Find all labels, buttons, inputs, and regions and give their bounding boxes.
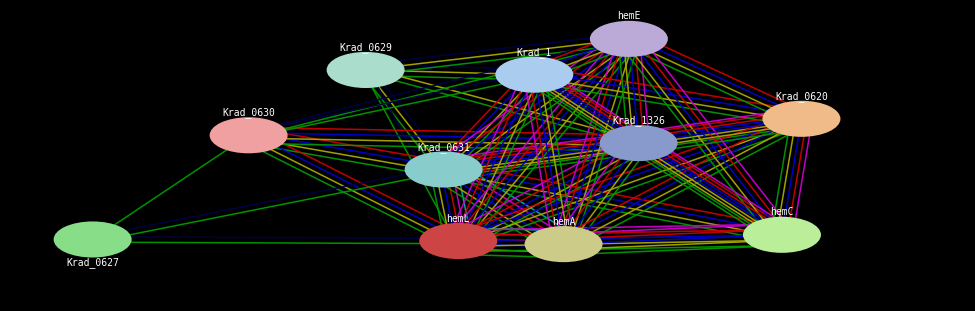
Ellipse shape (210, 117, 288, 153)
Text: Krad_1: Krad_1 (517, 47, 552, 58)
Ellipse shape (327, 52, 405, 88)
Text: Krad_0620: Krad_0620 (775, 91, 828, 102)
Text: hemE: hemE (617, 12, 641, 21)
Text: hemC: hemC (770, 207, 794, 217)
Ellipse shape (419, 223, 497, 259)
Text: hemA: hemA (552, 217, 575, 227)
Ellipse shape (525, 226, 603, 262)
Text: Krad_0627: Krad_0627 (66, 257, 119, 268)
Text: Krad_0630: Krad_0630 (222, 107, 275, 118)
Ellipse shape (762, 101, 840, 137)
Text: Krad_0629: Krad_0629 (339, 42, 392, 53)
Text: Krad_0631: Krad_0631 (417, 142, 470, 153)
Text: hemL: hemL (447, 214, 470, 224)
Ellipse shape (600, 125, 678, 161)
Ellipse shape (743, 217, 821, 253)
Ellipse shape (54, 221, 132, 258)
Ellipse shape (405, 151, 483, 188)
Text: Krad_1326: Krad_1326 (612, 115, 665, 126)
Ellipse shape (590, 21, 668, 57)
Ellipse shape (495, 57, 573, 93)
